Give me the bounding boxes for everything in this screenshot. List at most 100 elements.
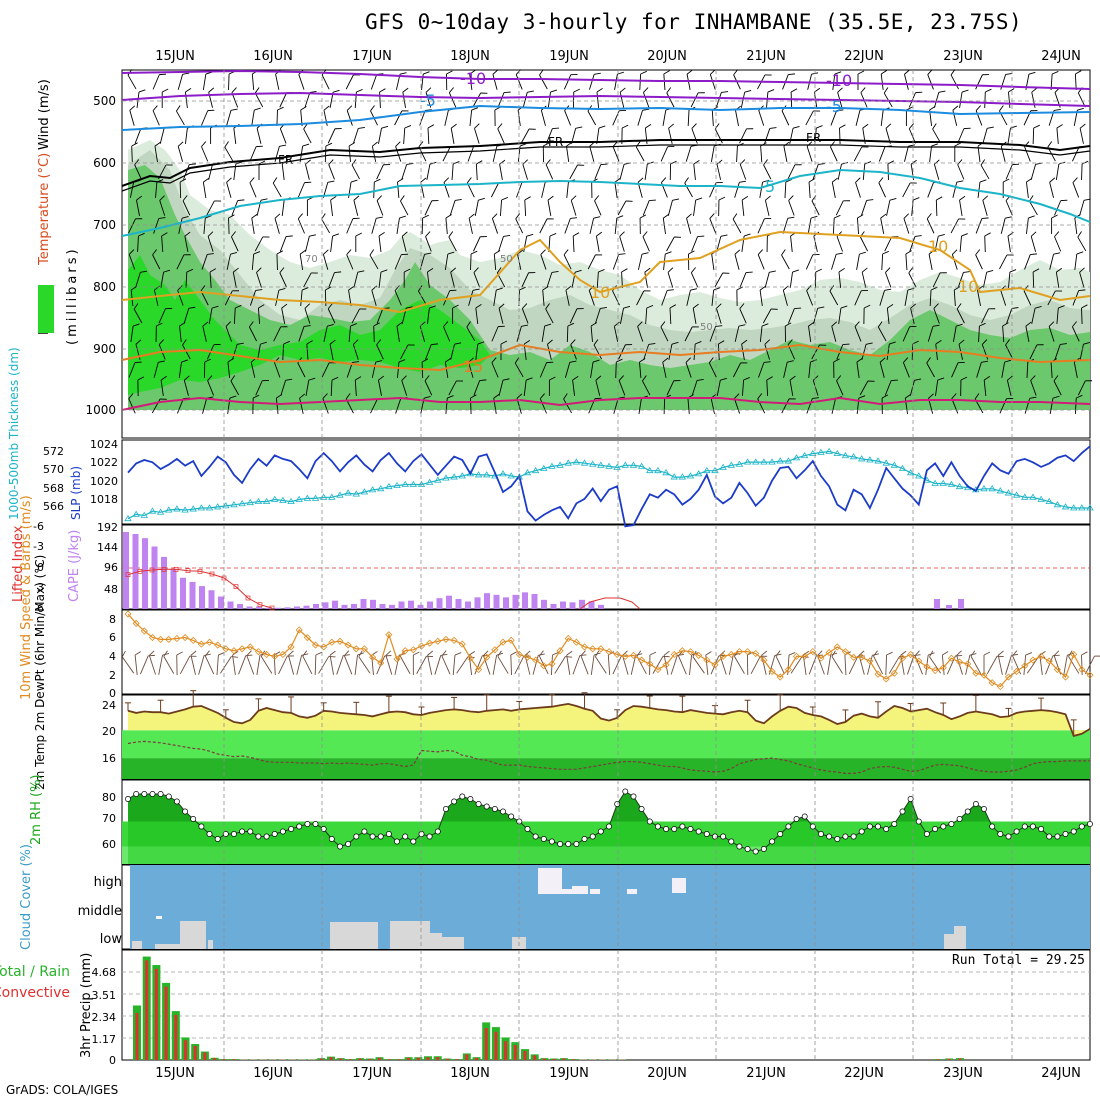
- barb-flag: [152, 249, 157, 256]
- rh-marker: [850, 833, 857, 840]
- barb-staff: [933, 164, 940, 180]
- wind-barb: [615, 358, 623, 379]
- barb-flag: [928, 249, 935, 255]
- barb-flag: [884, 288, 892, 291]
- barb-staff: [678, 655, 687, 675]
- wind-barb: [546, 270, 559, 288]
- cape-bar: [303, 605, 310, 609]
- wind-barb: [275, 288, 286, 306]
- barb-staff: [1074, 254, 1078, 270]
- wind-speed-marker: [205, 638, 214, 646]
- barb-flag: [260, 341, 267, 345]
- wind-barb: [690, 92, 705, 108]
- cape-tick: 96: [104, 561, 118, 574]
- barb-flag: [790, 88, 798, 93]
- barb-staff: [473, 272, 481, 288]
- wind-barb: [808, 359, 817, 379]
- wind-speed-marker: [311, 641, 320, 649]
- wind-barb: [497, 91, 511, 108]
- wind-barb: [757, 217, 772, 234]
- upper-air-frame: [121, 69, 1091, 439]
- barb-flag: [757, 249, 763, 255]
- barb-flag: [350, 323, 357, 327]
- cape-bar: [313, 604, 319, 609]
- barb-flag: [252, 394, 260, 399]
- barb-flag: [502, 378, 510, 381]
- barb-staff: [182, 344, 191, 360]
- barb-staff: [715, 92, 722, 108]
- barb-staff: [441, 655, 451, 675]
- barb-staff: [663, 73, 666, 91]
- barb-flag: [469, 69, 476, 75]
- barb-staff: [837, 164, 842, 180]
- wind-barb: [542, 286, 549, 307]
- barb-staff: [667, 200, 673, 216]
- barb-flag: [594, 397, 602, 400]
- barb-staff: [539, 218, 548, 234]
- barb-staff: [829, 290, 839, 306]
- barb-flag: [663, 70, 670, 75]
- cape-bar: [218, 596, 224, 609]
- wind-barb: [1007, 125, 1017, 144]
- barb-staff: [1000, 290, 1007, 306]
- wind-barb: [297, 181, 312, 198]
- thickness-tick: 568: [43, 482, 64, 495]
- barb-flag: [179, 322, 186, 327]
- wind-barb: [306, 340, 313, 361]
- barb-staff: [418, 290, 427, 306]
- barb-flag: [544, 323, 552, 327]
- wind-barb: [355, 232, 363, 252]
- rh-marker: [231, 831, 237, 837]
- barb-staff: [238, 655, 247, 675]
- barb-staff: [1000, 218, 1006, 234]
- barb-staff: [613, 398, 619, 414]
- barb-flag: [407, 344, 415, 346]
- barb-staff: [951, 398, 959, 414]
- barb-staff: [538, 655, 549, 675]
- barb-staff: [951, 254, 958, 270]
- barb-staff: [884, 236, 893, 252]
- wind-barb: [327, 303, 336, 324]
- cloud-mid-bar: [156, 916, 162, 919]
- slp-tick: 1018: [90, 493, 118, 506]
- thickness-marker: [947, 480, 956, 487]
- thickness-marker: [735, 460, 744, 467]
- barb-staff: [128, 398, 136, 414]
- barb-staff: [884, 380, 892, 396]
- precip-conv-bar: [455, 1059, 459, 1060]
- surface-wind-barb: [497, 650, 509, 674]
- barb-staff: [532, 655, 539, 675]
- wind-barb: [612, 253, 626, 270]
- precip-conv-bar: [475, 1057, 478, 1060]
- barb-flag: [246, 650, 252, 656]
- wind-barb: [379, 88, 386, 109]
- barb-staff: [449, 200, 456, 216]
- barb-staff: [859, 380, 869, 396]
- barb-staff: [208, 308, 213, 324]
- date-label-top: 21JUN: [746, 49, 786, 64]
- barb-staff: [642, 236, 650, 252]
- barb-flag: [213, 343, 221, 346]
- wind-speed-marker: [866, 657, 874, 665]
- wind-barb: [274, 213, 281, 234]
- barb-flag: [671, 341, 679, 345]
- barb-flag: [910, 159, 917, 165]
- barb-flag: [625, 344, 633, 346]
- barb-staff: [933, 308, 940, 324]
- barb-flag: [667, 267, 674, 273]
- barb-flag: [207, 253, 214, 255]
- barb-staff: [497, 656, 509, 674]
- barb-flag: [399, 215, 406, 219]
- precip-conv-bar: [494, 1031, 498, 1060]
- thickness-marker: [540, 464, 548, 471]
- wind-barb: [903, 213, 910, 234]
- rh-marker: [418, 831, 425, 837]
- thickness-marker: [1004, 489, 1013, 496]
- barb-flag: [910, 182, 917, 184]
- barb-staff: [184, 92, 188, 108]
- barb-flag: [840, 305, 848, 309]
- barb-flag: [333, 89, 340, 93]
- barb-flag: [662, 357, 669, 363]
- contour-minus10: [121, 69, 1091, 90]
- wind-barb: [152, 249, 161, 270]
